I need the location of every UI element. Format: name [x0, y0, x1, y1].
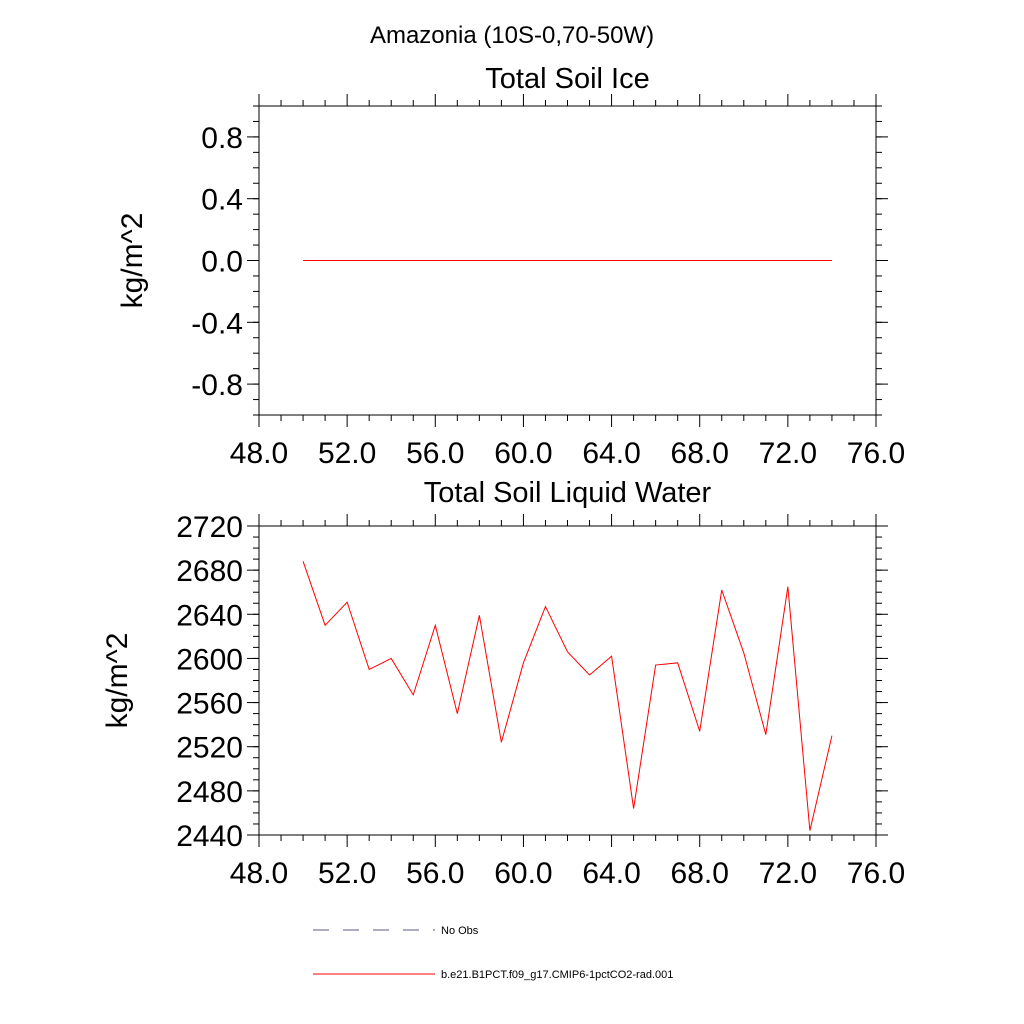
- soil-liquid-water-panel: Total Soil Liquid Water kg/m^2 48.0 52.0 56.…: [101, 477, 905, 890]
- soil-liquid-water-ylabel: kg/m^2: [101, 633, 134, 729]
- soil-ice-xtick-label: 56.0: [406, 437, 464, 470]
- soil-liquid-water-series-line: [302, 561, 833, 831]
- soil-ice-xtick-label: 48.0: [230, 437, 288, 470]
- soil-ice-xtick-label: 52.0: [318, 437, 376, 470]
- soil-liquid-water-xtick-label: 72.0: [759, 857, 817, 890]
- soil-liquid-water-ytick-label: 2480: [176, 776, 243, 809]
- soil-liquid-water-ytick-label: 2440: [176, 820, 243, 853]
- soil-liquid-water-ytick-label: 2520: [176, 732, 243, 765]
- soil-liquid-water-ytick-label: 2680: [176, 555, 243, 588]
- soil-liquid-water-ytick-label: 2640: [176, 599, 243, 632]
- soil-liquid-water-xtick-label: 60.0: [494, 857, 552, 890]
- soil-liquid-water-ytick-label: 2720: [176, 511, 243, 544]
- soil-ice-panel: Total Soil Ice kg/m^2 48.0 52.0 56.0 60.0 64.0…: [116, 63, 905, 470]
- soil-ice-xtick-label: 68.0: [671, 437, 729, 470]
- legend: No Obs b.e21.B1PCT.f09_g17.CMIP6-1pctCO2…: [313, 925, 673, 981]
- soil-ice-xtick-label: 64.0: [582, 437, 640, 470]
- soil-liquid-water-title: Total Soil Liquid Water: [424, 477, 712, 509]
- legend-model-label: b.e21.B1PCT.f09_g17.CMIP6-1pctCO2-rad.00…: [441, 969, 673, 981]
- soil-liquid-water-ytick-label: 2600: [176, 643, 243, 676]
- soil-liquid-water-xtick-label: 76.0: [847, 857, 905, 890]
- soil-ice-ytick-label: -0.8: [191, 369, 243, 402]
- soil-ice-ytick-label: 0.0: [201, 246, 243, 279]
- soil-ice-ytick-label: 0.4: [201, 184, 243, 217]
- soil-liquid-water-plot-frame: [258, 525, 877, 836]
- soil-ice-ytick-label: 0.8: [201, 122, 243, 155]
- soil-ice-title: Total Soil Ice: [485, 63, 649, 95]
- soil-liquid-water-xtick-label: 64.0: [582, 857, 640, 890]
- figure-title: Amazonia (10S-0,70-50W): [370, 22, 654, 49]
- soil-liquid-water-xtick-label: 52.0: [318, 857, 376, 890]
- soil-liquid-water-xtick-label: 56.0: [406, 857, 464, 890]
- legend-no-obs-label: No Obs: [441, 925, 479, 937]
- soil-ice-xtick-label: 60.0: [494, 437, 552, 470]
- soil-ice-xtick-label: 72.0: [759, 437, 817, 470]
- soil-liquid-water-xtick-label: 48.0: [230, 857, 288, 890]
- soil-liquid-water-ytick-label: 2560: [176, 688, 243, 721]
- soil-ice-ylabel: kg/m^2: [116, 213, 149, 309]
- soil-ice-ytick-label: -0.4: [191, 307, 243, 340]
- soil-ice-xtick-label: 76.0: [847, 437, 905, 470]
- soil-liquid-water-xtick-label: 68.0: [671, 857, 729, 890]
